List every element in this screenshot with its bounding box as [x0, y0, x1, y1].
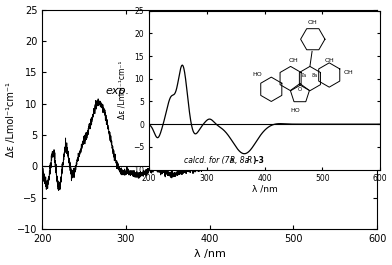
X-axis label: λ /nm: λ /nm [252, 185, 278, 194]
Text: R: R [247, 156, 252, 165]
Text: R: R [230, 156, 235, 165]
Text: )-3: )-3 [252, 156, 264, 165]
Text: , 8a: , 8a [234, 156, 249, 165]
Text: exp.: exp. [105, 86, 129, 96]
Text: calcd. for (7a: calcd. for (7a [184, 156, 234, 165]
Y-axis label: Δε /Lmol⁻¹cm⁻¹: Δε /Lmol⁻¹cm⁻¹ [118, 61, 127, 119]
X-axis label: λ /nm: λ /nm [194, 249, 226, 259]
Y-axis label: Δε /Lmol⁻¹cm⁻¹: Δε /Lmol⁻¹cm⁻¹ [5, 82, 16, 157]
